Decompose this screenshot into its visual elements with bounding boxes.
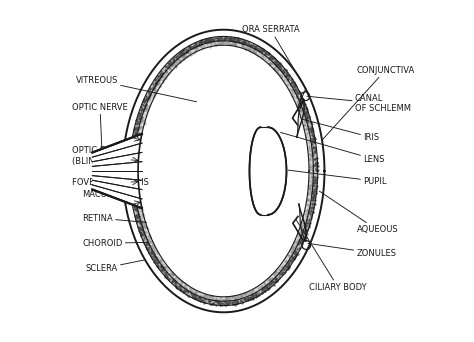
Text: AQUEOUS: AQUEOUS: [319, 191, 398, 234]
Text: OPTIC DISK
(BLIND SPOT): OPTIC DISK (BLIND SPOT): [72, 146, 139, 166]
Text: SCLERA: SCLERA: [86, 260, 145, 273]
Text: OPTIC NERVE: OPTIC NERVE: [72, 103, 128, 161]
Text: CHOROID: CHOROID: [82, 239, 148, 248]
Polygon shape: [92, 134, 142, 208]
Text: RETINA: RETINA: [82, 214, 146, 223]
Text: LENS: LENS: [281, 132, 385, 164]
Polygon shape: [249, 127, 286, 215]
Text: ZONULES: ZONULES: [308, 244, 396, 258]
Text: IRIS: IRIS: [302, 119, 379, 142]
Polygon shape: [129, 36, 318, 306]
Text: CANAL
OF SCHLEMM: CANAL OF SCHLEMM: [307, 94, 411, 114]
Text: ORA SERRATA: ORA SERRATA: [242, 25, 306, 89]
Text: VITREOUS: VITREOUS: [75, 76, 197, 102]
Text: MACULA: MACULA: [82, 186, 139, 199]
Text: CORNEA: CORNEA: [0, 341, 1, 342]
Polygon shape: [138, 45, 309, 297]
Text: PUPIL: PUPIL: [288, 170, 387, 186]
Polygon shape: [123, 30, 325, 312]
Text: FOVEA CENTRALIS: FOVEA CENTRALIS: [72, 178, 149, 187]
Text: CILIARY BODY: CILIARY BODY: [296, 220, 367, 292]
Polygon shape: [134, 41, 313, 301]
Text: CONJUNCTIVA: CONJUNCTIVA: [322, 66, 415, 140]
